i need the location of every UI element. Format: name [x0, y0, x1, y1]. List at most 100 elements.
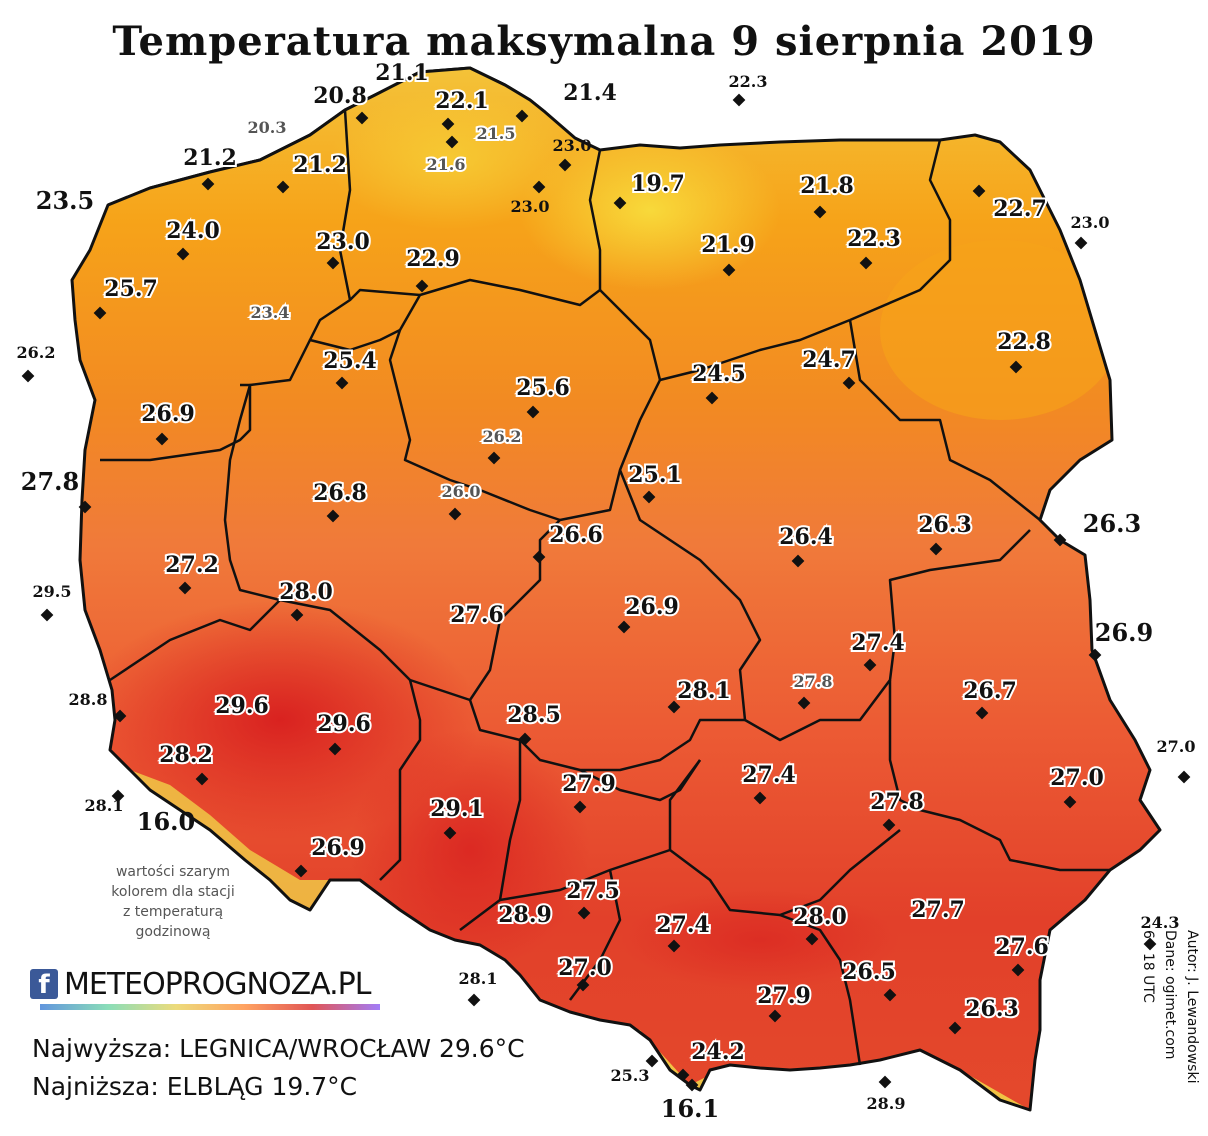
station-marker [732, 93, 746, 107]
station-temperature-label: 27.5 [566, 878, 620, 904]
station-temperature-label: 28.1 [85, 796, 124, 815]
station-temperature-label: 24.7 [802, 347, 856, 373]
station-temperature-label: 24.0 [166, 218, 220, 244]
station-temperature-label: 27.8 [870, 789, 924, 815]
max-temperature-text: Najwyższa: LEGNICA/WROCŁAW 29.6°C [32, 1034, 525, 1063]
station-temperature-label: 21.4 [563, 80, 617, 106]
station-temperature-label: 28.2 [159, 742, 213, 768]
station-temperature-label: 27.4 [742, 762, 796, 788]
station-temperature-label: 28.9 [867, 1094, 906, 1113]
station-temperature-label: 23.0 [511, 197, 550, 216]
station-temperature-label: 21.6 [427, 155, 466, 174]
station-marker [355, 111, 369, 125]
station-temperature-label: 27.4 [656, 912, 710, 938]
station-temperature-label: 28.5 [507, 702, 561, 728]
station-temperature-label: 23.0 [553, 136, 592, 155]
station-temperature-label: 24.5 [692, 361, 746, 387]
brand-logo: f METEOPROGNOZA.PL [30, 966, 371, 1002]
station-layer: 21.1 20.8 22.1 21.4 22.3 20.3 21.5 23.0 21.2 21.2… [17, 58, 1196, 1123]
station-temperature-label: 16.0 [137, 807, 195, 836]
station-marker [21, 369, 35, 383]
station-temperature-label: 26.3 [965, 996, 1019, 1022]
station-temperature-label: 21.2 [183, 145, 237, 171]
data-source-line: Dane: ogimet.com [1162, 930, 1178, 1060]
station-temperature-label: 22.3 [729, 72, 768, 91]
station-temperature-label: 23.5 [36, 186, 94, 215]
station-temperature-label: 25.4 [323, 348, 377, 374]
brand-name: METEOPROGNOZA.PL [64, 966, 371, 1002]
station-temperature-label: 27.0 [1157, 737, 1196, 756]
station-temperature-label: 21.9 [701, 232, 755, 258]
station-temperature-label: 28.0 [279, 579, 333, 605]
station-temperature-label: 29.1 [430, 796, 484, 822]
station-marker [441, 117, 455, 131]
station-temperature-label: 26.7 [963, 678, 1017, 704]
facebook-icon[interactable]: f [30, 969, 58, 1000]
station-marker [78, 500, 92, 514]
station-temperature-label: 27.0 [558, 955, 612, 981]
station-temperature-label: 29.6 [215, 693, 269, 719]
station-temperature-label: 28.1 [459, 969, 498, 988]
author-line: Autor: J. Lewandowski [1184, 930, 1200, 1084]
station-temperature-label: 22.3 [847, 226, 901, 252]
station-temperature-label: 29.5 [33, 582, 72, 601]
station-temperature-label: 28.0 [793, 904, 847, 930]
station-temperature-label: 27.9 [757, 983, 811, 1009]
station-temperature-label: 27.8 [21, 467, 79, 496]
station-temperature-label: 28.1 [677, 678, 731, 704]
station-temperature-label: 27.7 [911, 897, 965, 923]
station-temperature-label: 27.0 [1050, 765, 1104, 791]
station-temperature-label: 21.1 [375, 60, 429, 86]
station-temperature-label: 20.3 [248, 118, 287, 137]
station-temperature-label: 27.6 [995, 934, 1049, 960]
station-temperature-label: 23.0 [316, 229, 370, 255]
station-temperature-label: 26.2 [483, 427, 522, 446]
station-marker [176, 247, 190, 261]
station-temperature-label: 24.2 [691, 1039, 745, 1065]
station-marker [276, 180, 290, 194]
station-temperature-label: 21.5 [477, 124, 516, 143]
station-temperature-label: 26.9 [1095, 618, 1153, 647]
station-marker [155, 432, 169, 446]
station-temperature-label: 26.5 [842, 959, 896, 985]
map-title: Temperatura maksymalna 9 sierpnia 2019 [112, 18, 1096, 65]
min-temperature-text: Najniższa: ELBLĄG 19.7°C [32, 1072, 358, 1101]
station-marker [93, 306, 107, 320]
station-temperature-label: 19.7 [631, 171, 685, 197]
station-temperature-label: 29.6 [317, 711, 371, 737]
note-line: z temperaturą [122, 904, 224, 920]
note-line: kolorem dla stacji [111, 884, 235, 900]
station-temperature-label: 16.1 [661, 1094, 719, 1123]
station-temperature-label: 27.2 [165, 552, 219, 578]
station-marker [415, 279, 429, 293]
station-temperature-label: 26.6 [549, 522, 603, 548]
station-temperature-label: 22.9 [406, 246, 460, 272]
gray-values-note: wartości szarym kolorem dla stacji z tem… [88, 862, 258, 942]
note-line: godzinową [135, 924, 211, 940]
station-temperature-label: 26.9 [625, 594, 679, 620]
station-temperature-label: 25.3 [611, 1066, 650, 1085]
station-temperature-label: 22.7 [993, 196, 1047, 222]
station-temperature-label: 27.9 [562, 771, 616, 797]
station-marker [201, 177, 215, 191]
temperature-field [72, 68, 1160, 1110]
station-temperature-label: 26.3 [918, 512, 972, 538]
station-temperature-label: 28.9 [498, 902, 552, 928]
station-temperature-label: 26.9 [311, 835, 365, 861]
station-marker [487, 451, 501, 465]
station-temperature-label: 26.3 [1083, 509, 1141, 538]
station-temperature-label: 26.8 [313, 480, 367, 506]
station-marker [40, 608, 54, 622]
station-marker [1074, 236, 1088, 250]
station-marker [445, 135, 459, 149]
station-temperature-label: 27.4 [851, 630, 905, 656]
author-credits: Autor: J. Lewandowski Dane: ogimet.com 6… [1088, 930, 1208, 1120]
note-line: wartości szarym [115, 864, 231, 880]
station-marker [467, 993, 481, 1007]
brand-color-bar [40, 1004, 380, 1010]
station-temperature-label: 26.2 [17, 343, 56, 362]
station-temperature-label: 25.6 [516, 375, 570, 401]
station-temperature-label: 22.8 [997, 329, 1051, 355]
station-marker [878, 1075, 892, 1089]
